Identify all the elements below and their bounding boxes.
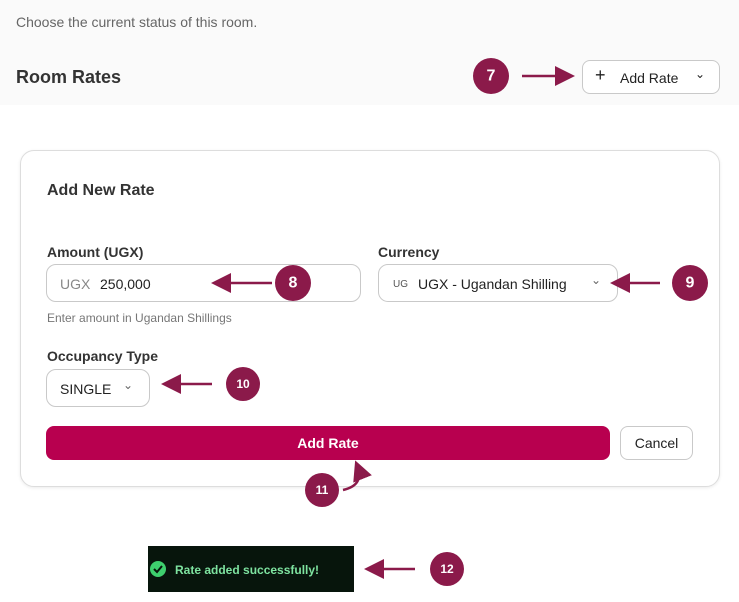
toast-message: Rate added successfully! — [175, 563, 320, 577]
cancel-button[interactable]: Cancel — [620, 426, 693, 460]
input-prefix: UGX — [60, 276, 91, 292]
input-value: 250,000 — [100, 276, 151, 292]
arrow — [342, 460, 372, 492]
badge-number: 8 — [289, 275, 298, 292]
badge-number: 7 — [487, 68, 496, 85]
check-icon — [150, 561, 166, 577]
badge — [473, 58, 509, 94]
plus-icon: + — [595, 65, 606, 85]
chevron: ⌄ — [695, 67, 706, 81]
add-rate-toggle[interactable]: + Add Rate ⌄ — [582, 60, 720, 94]
badge — [226, 367, 260, 401]
select-value: UGX - Ugandan Shilling — [418, 276, 567, 292]
field-label: Occupancy Type — [47, 348, 159, 364]
currency-code: UG — [393, 279, 408, 290]
currency-select[interactable]: UG UGX - Ugandan Shilling ⌄ — [378, 264, 618, 302]
status-hint: Choose the current status of this room. — [16, 14, 258, 30]
submit-button[interactable]: Add Rate — [46, 426, 610, 460]
badge — [430, 552, 464, 586]
badge-number: 12 — [440, 562, 454, 576]
card-title: Add New Rate — [47, 182, 155, 199]
section-title: Room Rates — [16, 67, 122, 87]
badge-number: 10 — [236, 377, 250, 391]
field-label: Currency — [378, 244, 440, 260]
badge-number: 11 — [316, 483, 329, 497]
chevron: ⌄ — [123, 378, 134, 392]
help-text: Enter amount in Ugandan Shillings — [47, 311, 232, 325]
badge — [305, 473, 339, 507]
occupancy-select[interactable]: SINGLE ⌄ — [46, 369, 150, 407]
toast: Rate added successfully! — [148, 546, 354, 592]
select-value: SINGLE — [60, 381, 112, 397]
button-label: Add Rate — [620, 70, 679, 86]
badge-number: 9 — [686, 275, 695, 292]
field-label: Amount (UGX) — [47, 244, 144, 260]
chevron: ⌄ — [591, 273, 602, 287]
badge — [275, 265, 311, 301]
badge — [672, 265, 708, 301]
